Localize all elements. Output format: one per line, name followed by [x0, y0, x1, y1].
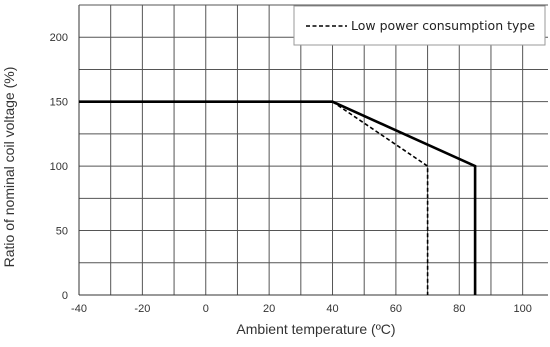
legend-label-low-power: Low power consumption type — [351, 18, 535, 33]
x-tick-label: -40 — [71, 303, 87, 315]
grid-lines — [78, 4, 548, 296]
x-tick-label: 80 — [453, 303, 465, 315]
x-axis-label: Ambient temperature (ºC) — [236, 321, 395, 337]
x-tick-labels: -40 -20 0 20 40 60 80 100 — [71, 303, 532, 315]
y-tick-label: 0 — [62, 290, 68, 302]
x-tick-label: 20 — [263, 303, 275, 315]
y-tick-label: 100 — [50, 161, 68, 173]
legend: Low power consumption type — [293, 5, 546, 46]
y-tick-labels: 0 50 100 150 200 — [50, 32, 68, 302]
x-tick-label: 100 — [513, 303, 531, 315]
y-axis-label: Ratio of nominal coil voltage (%) — [1, 67, 17, 268]
y-tick-label: 150 — [50, 97, 68, 109]
y-tick-label: 200 — [50, 32, 68, 44]
y-tick-label: 50 — [56, 226, 68, 238]
x-tick-label: 60 — [390, 303, 402, 315]
series-line-standard — [79, 100, 477, 295]
series-group — [79, 100, 477, 295]
x-tick-label: 0 — [203, 303, 209, 315]
x-tick-label: -20 — [134, 303, 150, 315]
x-tick-label: 40 — [326, 303, 338, 315]
